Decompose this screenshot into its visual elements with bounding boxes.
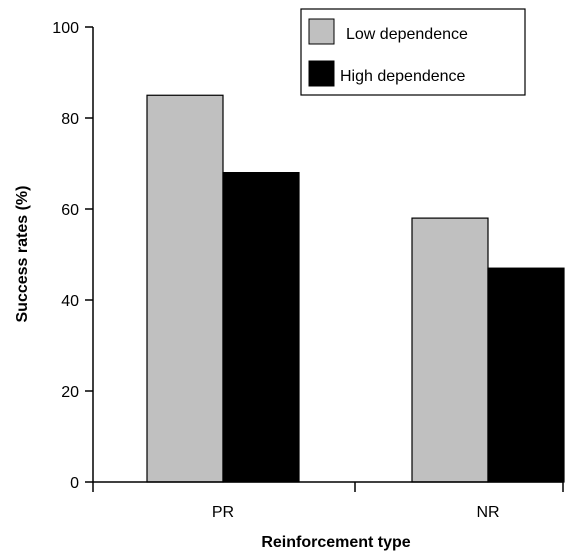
legend: Low dependence High dependence bbox=[300, 8, 526, 96]
y-tick-label: 0 bbox=[70, 475, 79, 492]
y-tick-label: 80 bbox=[61, 111, 79, 128]
bar-pr-high-dependence bbox=[222, 172, 300, 483]
x-tick-label-pr: PR bbox=[212, 504, 234, 521]
y-axis-title: Success rates (%) bbox=[14, 186, 31, 323]
bar-nr-high-dependence bbox=[487, 267, 565, 483]
x-ticks-group: PR NR bbox=[92, 482, 564, 521]
legend-box bbox=[300, 8, 526, 96]
y-tick-label: 100 bbox=[52, 20, 79, 37]
x-axis-title: Reinforcement type bbox=[261, 534, 410, 551]
y-tick-label: 40 bbox=[61, 293, 79, 310]
legend-label-high-dependence: High dependence bbox=[340, 68, 466, 85]
bar-pr-low-dependence bbox=[146, 94, 224, 483]
bars-group bbox=[146, 94, 565, 483]
y-tick-label: 20 bbox=[61, 384, 79, 401]
y-tick-label: 60 bbox=[61, 202, 79, 219]
x-tick-label-nr: NR bbox=[476, 504, 499, 521]
legend-swatch-low-dependence bbox=[308, 18, 335, 45]
y-ticks-group: 0 20 40 60 80 100 bbox=[52, 20, 93, 492]
bar-nr-low-dependence bbox=[411, 217, 489, 483]
legend-swatch-high-dependence bbox=[308, 60, 335, 87]
legend-label-low-dependence: Low dependence bbox=[346, 26, 468, 43]
